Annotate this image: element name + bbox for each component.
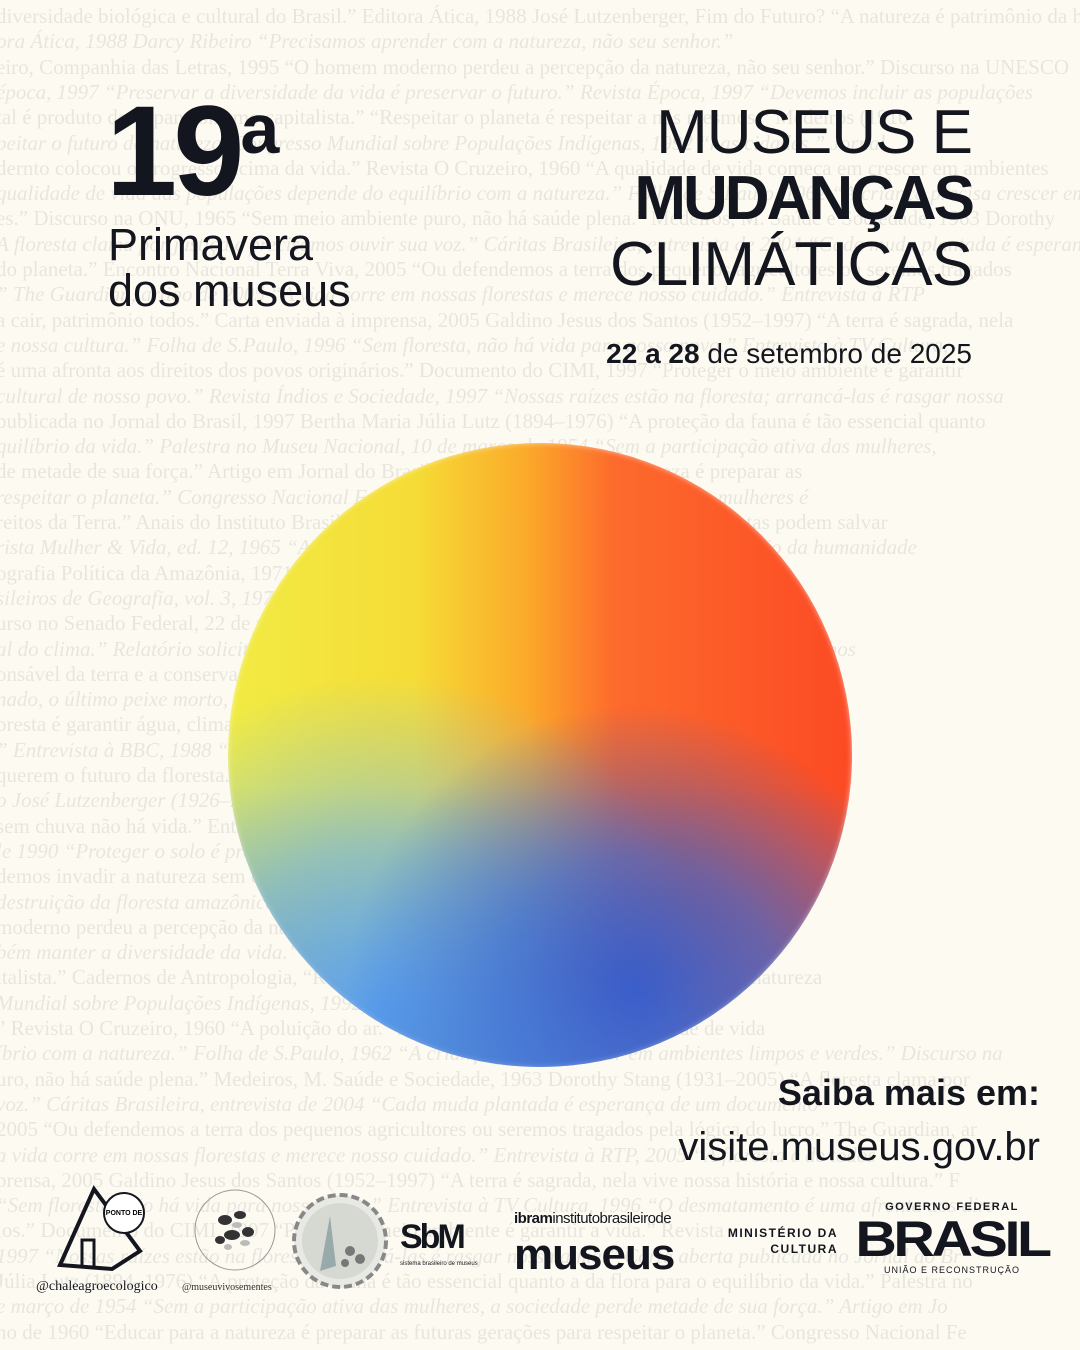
background-quote-line: A floresta clama por justiça e precisamo… bbox=[0, 231, 1080, 256]
theme-line1: MUSEUS E bbox=[656, 98, 973, 167]
seed-woman-illustration-logo bbox=[292, 1193, 388, 1289]
website-link[interactable]: visite.museus.gov.br bbox=[678, 1125, 1040, 1169]
ibram-logo: ibraminstitutobrasileirode museus bbox=[514, 1209, 675, 1281]
background-quote-line: diversidade biológica e cultural do Bras… bbox=[0, 4, 1080, 28]
background-quote-line: 1997 “Nossas raízes estão na floresta; a… bbox=[0, 1243, 962, 1268]
edition-number-digits: 19 bbox=[106, 80, 244, 223]
gov-bottom: UNIÃO E RECONSTRUÇÃO bbox=[883, 1265, 1020, 1275]
ponto-cultura-badge: PONTO DE bbox=[106, 1210, 143, 1217]
sbm-caption: sistema brasileiro de museus bbox=[400, 1261, 478, 1267]
chale-agroecologico-logo: PONTO DE bbox=[57, 1185, 145, 1272]
theme-line3: CLIMÁTICAS bbox=[609, 230, 973, 299]
background-quote-line: “Sem floresta, não há vida para nosso po… bbox=[0, 1193, 995, 1218]
background-quote-line: voz.” Cáritas Brasileira, entrevista de … bbox=[0, 1091, 819, 1116]
museu-vivo-handle: @museuvivosementes bbox=[182, 1282, 272, 1293]
background-quote-line: e março de 1954 “Sem a participação ativ… bbox=[0, 1294, 948, 1319]
ibram-name: institutobrasileirode bbox=[552, 1210, 672, 1227]
edition-number: 19a bbox=[106, 88, 279, 216]
date-range: 22 a 28 bbox=[606, 338, 700, 369]
background-quote-line: ora Ática, 1988 Darcy Ribeiro “Precisamo… bbox=[0, 29, 734, 54]
event-date: 22 a 28 de setembro de 2025 bbox=[606, 338, 972, 370]
background-quote-line: prensa, 2005 Galdino Jesus dos Santos (1… bbox=[0, 1167, 961, 1192]
edition-ordinal: a bbox=[240, 90, 280, 168]
background-quote-line: peitar o futuro da natureza. Congresso M… bbox=[0, 130, 886, 155]
background-quote-line: ” The Guardian, artigo de 2005 “A vida c… bbox=[0, 282, 926, 307]
sponsor-logos: PONTO DE @chaleagroecologico @museuvivos… bbox=[36, 1185, 1052, 1295]
background-quote-line: é uma afronta aos direitos dos povos ori… bbox=[0, 358, 964, 383]
ibram-prefix: ibram bbox=[514, 1210, 553, 1227]
background-quote-line: a vida corre em nossas florestas e merec… bbox=[0, 1142, 876, 1167]
background-quote-line: época, 1997 “Preservar a diversidade da … bbox=[0, 79, 1034, 104]
background-quote-line: eiro, Companhia das Letras, 1995 “O home… bbox=[0, 54, 1069, 79]
chale-handle: @chaleagroecologico bbox=[36, 1279, 158, 1294]
gov-top: GOVERNO FEDERAL bbox=[885, 1201, 1019, 1213]
event-name: Primavera dos museus bbox=[108, 222, 351, 314]
background-quote-line: tal é produto do expansionismo capitalis… bbox=[0, 105, 909, 130]
background-quote-line: dernto colocou o progresso acima da vida… bbox=[0, 155, 1049, 180]
theme-title: MUSEUS E MUDANÇAS CLIMÁTICAS bbox=[609, 98, 975, 299]
ministerio-cultura-logo: MINISTÉRIO DA CULTURA bbox=[718, 1225, 838, 1257]
background-quote-line: cultural de nosso povo.” Revista Índios … bbox=[0, 383, 1004, 408]
sbm-logo: SbM sistema brasileiro de museus bbox=[400, 1217, 478, 1269]
sbm-mark: SbM bbox=[400, 1218, 466, 1256]
climate-sphere-illustration bbox=[228, 443, 852, 1067]
date-month-year: de setembro de 2025 bbox=[699, 338, 972, 369]
background-quote-line: a cair, patrimônio todos.” Carta enviada… bbox=[0, 307, 1014, 332]
governo-federal-logo: GOVERNO FEDERAL BRASIL UNIÃO E RECONSTRU… bbox=[855, 1201, 1052, 1275]
background-quote-line: uro, não há saúde plena.” Medeiros, M. S… bbox=[0, 1066, 970, 1091]
minc-line1: MINISTÉRIO DA bbox=[727, 1226, 838, 1240]
gov-brasil: BRASIL bbox=[855, 1211, 1052, 1267]
ibram-museus: museus bbox=[514, 1230, 675, 1279]
more-info-label: Saiba mais em: bbox=[777, 1072, 1040, 1113]
background-quote-line: publicada no Jornal do Brasil, 1997 Bert… bbox=[0, 408, 986, 433]
event-name-line1: Primavera bbox=[108, 219, 314, 270]
event-name-line2: dos museus bbox=[108, 265, 351, 316]
background-quote-line: qualidade de vida das populações depende… bbox=[0, 181, 1080, 206]
minc-line2: CULTURA bbox=[770, 1242, 838, 1256]
background-quote-line: ho de 1960 “Educar para a natureza é pre… bbox=[0, 1319, 967, 1344]
background-quote-line: do planeta.” Encontro Nacional Terra Viv… bbox=[0, 257, 1012, 281]
theme-line2: MUDANÇAS bbox=[634, 164, 975, 233]
background-quote-line: Júlia Lutz (1894–1976) “A proteção da fa… bbox=[0, 1269, 973, 1293]
museu-vivo-sementes-logo bbox=[194, 1189, 276, 1271]
background-quote-line: e nossa cultura.” Folha de S.Paulo, 1996… bbox=[0, 332, 949, 357]
background-quote-line: 2005 “Ou defendemos a terra dos pequenos… bbox=[0, 1117, 978, 1142]
background-quote-line: es.” Discurso na ONU, 1965 “Sem meio amb… bbox=[0, 206, 1056, 231]
